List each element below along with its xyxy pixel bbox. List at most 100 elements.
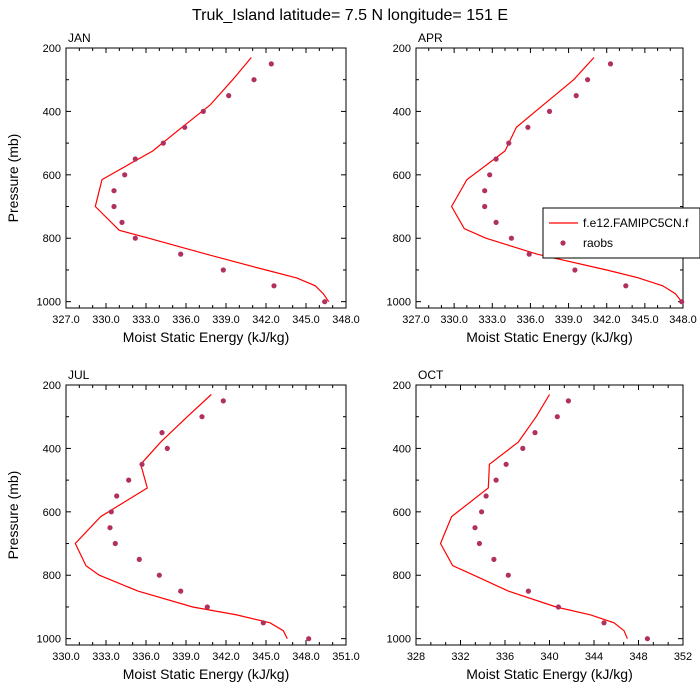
- panel-apr: APR 327.0 330.0 333.0 336.0 339.0 342.0 345.0 34…: [387, 31, 697, 345]
- x-tick-label: 342.0: [212, 651, 240, 663]
- raobs-point: [525, 588, 532, 594]
- x-tick-label: 333.0: [92, 651, 120, 663]
- raobs-point: [479, 509, 485, 515]
- raobs-point: [199, 414, 205, 420]
- raobs-point: [114, 493, 120, 499]
- panel-label: JAN: [68, 31, 91, 45]
- model-line-apr: [450, 57, 683, 303]
- x-tick-label: 336.0: [517, 314, 545, 326]
- raobs-point: [182, 124, 188, 130]
- y-tick-label: 600: [43, 507, 61, 519]
- legend-box: [542, 207, 700, 259]
- raobs-point: [572, 267, 578, 273]
- raobs-point: [493, 219, 499, 225]
- raobs-point: [204, 604, 210, 610]
- y-tick-label: 800: [43, 233, 61, 245]
- raobs-point: [132, 235, 138, 241]
- raobs-point: [251, 77, 257, 83]
- x-tick-label: 348.0: [292, 651, 320, 663]
- y-tick-label: 400: [393, 443, 411, 455]
- x-tick-label: 327.0: [52, 314, 80, 326]
- raobs-point: [585, 77, 591, 83]
- raobs-point: [482, 203, 488, 210]
- raobs-point: [555, 604, 562, 610]
- y-tick-label: 200: [43, 380, 61, 392]
- y-tick-label: 200: [393, 43, 411, 55]
- panel-jan: JAN 327.0 330.0 333.0 336.0 339.0 342.0 345.0 34…: [5, 31, 360, 345]
- x-tick-label: 327.0: [402, 314, 430, 326]
- panel-jul: JUL 330.0 333.0 336.0 339.0 342.0 345.0 348.0 35…: [5, 368, 360, 682]
- raobs-point: [493, 477, 499, 483]
- raobs-point: [136, 556, 142, 563]
- raobs-point: [271, 283, 277, 289]
- x-tick-label: 344: [585, 651, 603, 663]
- raobs-point: [139, 461, 145, 467]
- y-tick-label: 1000: [37, 634, 61, 646]
- x-tick-label: 339.0: [212, 314, 240, 326]
- raobs-point: [122, 172, 128, 178]
- raobs-point: [482, 188, 488, 194]
- raobs-point: [526, 251, 532, 257]
- raobs-point: [220, 267, 226, 273]
- raobs-point: [679, 299, 685, 305]
- raobs-point: [505, 572, 511, 578]
- raobs-point: [126, 477, 132, 483]
- y-axis-label: Pressure (mb): [5, 134, 21, 223]
- x-axis-label: Moist Static Energy (kJ/kg): [123, 666, 290, 682]
- raobs-point: [322, 299, 328, 305]
- raobs-point: [644, 636, 651, 642]
- raobs-point: [487, 172, 493, 178]
- panel-oct: OCT 328 332 336 340 344 348 352 200 400 600 800 1000…: [387, 368, 693, 682]
- y-tick-label: 400: [43, 106, 61, 118]
- raobs-point: [503, 461, 509, 467]
- model-line-jul: [74, 394, 288, 639]
- x-tick-label: 332: [451, 651, 469, 663]
- raobs-point: [260, 620, 266, 626]
- panel-frame: [65, 47, 347, 309]
- legend-obs-label: raobs: [583, 236, 613, 250]
- raobs-point: [159, 430, 165, 436]
- x-tick-label: 339.0: [555, 314, 583, 326]
- raobs-point: [554, 414, 560, 420]
- y-axis-label: Pressure (mb): [5, 471, 21, 560]
- raobs-point: [573, 93, 579, 99]
- x-tick-label: 336: [496, 651, 514, 663]
- y-tick-label: 1000: [37, 297, 61, 309]
- x-tick-label: 345.0: [252, 651, 280, 663]
- x-tick-label: 348: [629, 651, 647, 663]
- y-tick-label: 1000: [387, 297, 411, 309]
- x-axis-label: Moist Static Energy (kJ/kg): [466, 666, 633, 682]
- y-tick-label: 800: [393, 570, 411, 582]
- raobs-point: [525, 124, 531, 130]
- x-axis-label: Moist Static Energy (kJ/kg): [123, 329, 290, 345]
- raobs-point: [156, 572, 162, 578]
- model-line-jan: [94, 57, 330, 303]
- raobs-point: [160, 140, 166, 146]
- x-tick-label: 333.0: [479, 314, 507, 326]
- panel-frame: [65, 384, 347, 646]
- x-tick-label: 328: [407, 651, 425, 663]
- x-tick-label: 352: [674, 651, 692, 663]
- raobs-point: [472, 525, 478, 531]
- y-tick-label: 200: [43, 43, 61, 55]
- raobs-point: [108, 509, 114, 515]
- legend-model-label: f.e12.FAMIPC5CN.f: [583, 216, 689, 230]
- panel-label: APR: [418, 31, 443, 45]
- y-tick-label: 600: [43, 170, 61, 182]
- x-tick-label: 340: [540, 651, 558, 663]
- raobs-point: [107, 525, 113, 531]
- raobs-point: [132, 156, 138, 162]
- x-tick-label: 330.0: [440, 314, 468, 326]
- raobs-point: [200, 108, 206, 114]
- x-tick-label: 342.0: [252, 314, 280, 326]
- x-tick-label: 336.0: [172, 314, 200, 326]
- y-tick-label: 1000: [387, 634, 411, 646]
- y-tick-label: 800: [43, 570, 61, 582]
- raobs-point: [532, 430, 538, 436]
- raobs-point: [268, 61, 274, 67]
- raobs-point: [493, 156, 499, 162]
- y-tick-label: 400: [393, 106, 411, 118]
- model-line-oct: [439, 394, 628, 639]
